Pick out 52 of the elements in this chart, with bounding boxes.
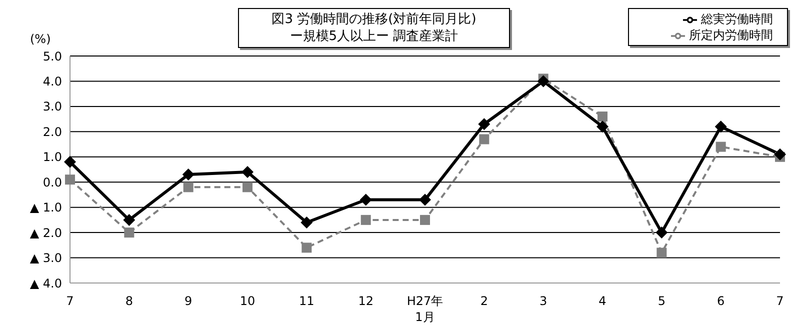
x-tick-label: 10 [240,294,256,308]
y-tick-label: 1.0 [42,150,62,164]
chart-title: 図3 労働時間の推移(対前年同月比) [270,11,478,28]
x-tick-label: 9 [184,294,192,308]
x-tick-label: H27年 1月 [406,294,444,324]
point [774,148,786,160]
x-tick-label: 12 [358,294,374,308]
point [537,75,550,88]
point [183,182,194,192]
legend-label: 所定内労働時間 [689,28,773,42]
x-tick-label: 6 [717,294,725,308]
x-tick-label: 2 [480,294,488,308]
point [242,182,252,192]
point [419,194,431,206]
point [714,120,727,133]
x-tick-label: 7 [776,294,784,308]
y-tick-label: ▲ 3.0 [30,251,62,266]
point [360,214,371,225]
point [124,228,134,238]
x-tick-label: 3 [540,294,548,308]
legend-label: 総実労働時間 [701,12,773,26]
y-tick-label: 0.0 [42,175,62,190]
chart-subtitle: ー規模5人以上ー 調査産業計 [288,28,460,45]
point [360,194,372,206]
x-tick-label: 11 [299,294,314,308]
point [716,142,726,152]
y-tick-label: 4.0 [42,74,62,88]
point [598,112,608,122]
point [300,216,313,228]
y-tick-label: ▲ 1.0 [30,200,62,215]
point [479,134,490,144]
point [478,118,490,130]
y-tick-label: ▲ 4.0 [30,276,62,290]
point [182,168,194,181]
point [656,248,667,258]
x-tick-label: 5 [658,294,666,308]
y-tick-label: 3.0 [42,100,62,114]
y-tick-label: ▲ 2.0 [30,226,62,240]
y-axis-title: (%) [30,32,51,46]
x-tick-label: 4 [598,294,606,308]
x-tick-label: 7 [66,294,74,308]
y-tick-label: 2.0 [42,124,62,139]
point [242,166,254,178]
point [302,242,312,253]
point [656,226,668,239]
y-tick-label: 5.0 [42,49,62,64]
point [65,174,75,185]
x-tick-label: 8 [125,294,133,308]
point [123,214,136,226]
point [420,214,430,225]
point [64,156,76,168]
point [596,120,608,133]
